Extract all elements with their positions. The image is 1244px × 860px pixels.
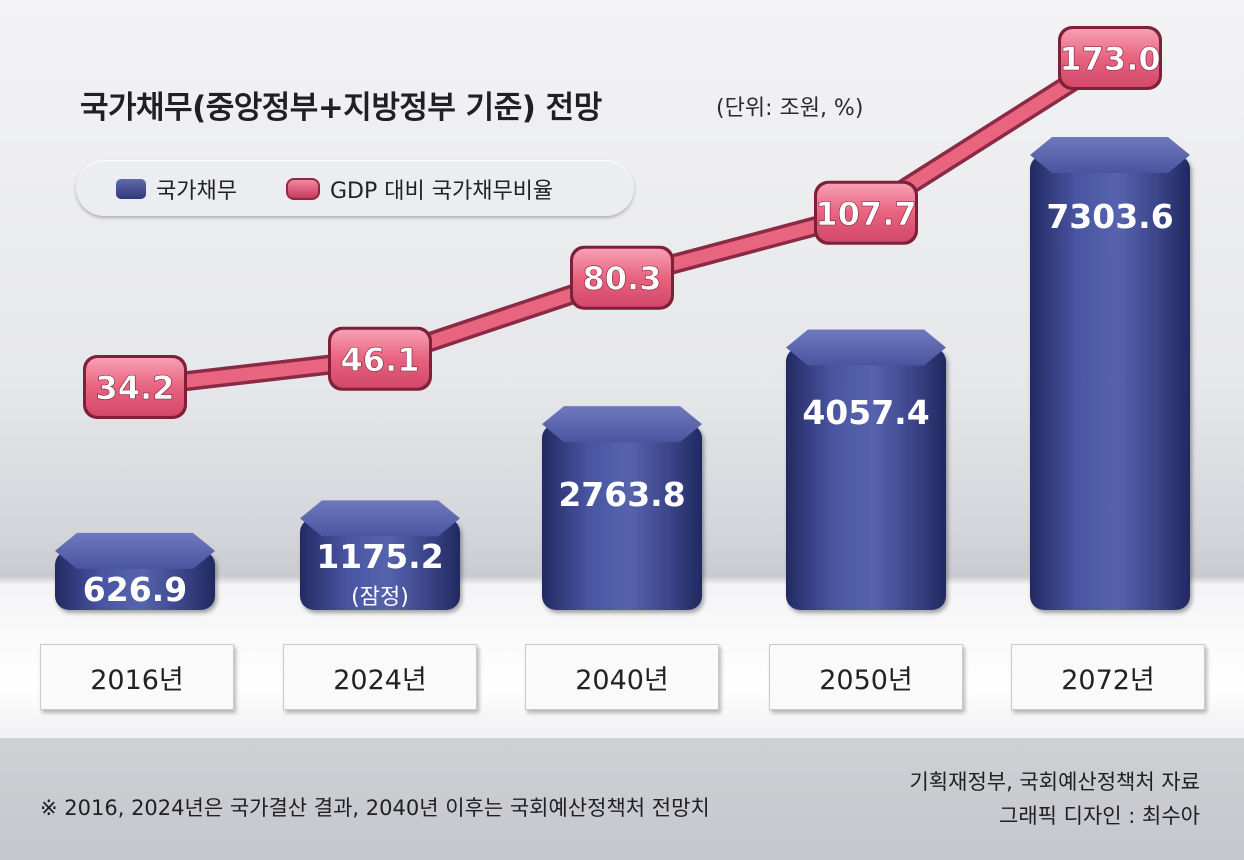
credit-text: 그래픽 디자인 : 최수아 — [999, 804, 1200, 828]
ratio-label: 34.2 — [96, 369, 175, 407]
unit-label: (단위: 조원, %) — [716, 96, 864, 121]
debt-label: 4057.4 — [802, 393, 929, 432]
ratio-line-shadow — [133, 49, 1116, 397]
ratio-point — [83, 355, 187, 419]
legend: 국가채무 GDP 대비 국가채무비율 — [76, 160, 634, 216]
debt-label: 1175.2 — [316, 537, 443, 576]
ratio-label: 80.3 — [583, 260, 662, 298]
ratio-label: 107.7 — [815, 195, 916, 233]
x-tick-label: 2016년 — [40, 644, 234, 710]
debt-label: 7303.6 — [1046, 197, 1173, 236]
legend-item-debt: 국가채무 — [116, 173, 237, 205]
x-tick-label: 2072년 — [1011, 644, 1205, 710]
x-tick-label: 2024년 — [283, 644, 477, 710]
debt-bar — [55, 532, 215, 610]
ratio-line — [134, 52, 1114, 394]
ratio-point — [570, 245, 674, 310]
debt-bar — [786, 329, 946, 610]
legend-label-ratio: GDP 대비 국가채무비율 — [330, 179, 554, 204]
legend-swatch-ratio — [286, 178, 320, 200]
source-text: 기획재정부, 국회예산정책처 자료 — [909, 770, 1200, 794]
footer — [0, 738, 1244, 860]
source-block: 기획재정부, 국회예산정책처 자료 그래픽 디자인 : 최수아 — [909, 765, 1200, 833]
chart-title: 국가채무(중앙정부+지방정부 기준) 전망 — [80, 90, 602, 126]
legend-label-debt: 국가채무 — [156, 179, 237, 204]
ratio-point — [1058, 26, 1162, 90]
footnote: ※ 2016, 2024년은 국가결산 결과, 2040년 이후는 국회예산정책… — [40, 796, 710, 820]
ratio-point — [814, 180, 918, 245]
provisional-note: (잠정) — [351, 585, 409, 610]
ratio-point — [328, 326, 432, 391]
debt-label: 626.9 — [83, 570, 187, 609]
debt-bar — [300, 500, 460, 610]
ratio-label: 46.1 — [341, 341, 420, 379]
debt-label: 2763.8 — [558, 475, 685, 514]
x-tick-label: 2040년 — [525, 644, 719, 710]
legend-swatch-debt — [116, 179, 146, 199]
x-tick-label: 2050년 — [769, 644, 963, 710]
debt-bar — [542, 406, 702, 610]
ratio-label: 173.0 — [1059, 40, 1160, 78]
legend-item-ratio: GDP 대비 국가채무비율 — [286, 173, 553, 205]
debt-bar — [1030, 137, 1190, 610]
